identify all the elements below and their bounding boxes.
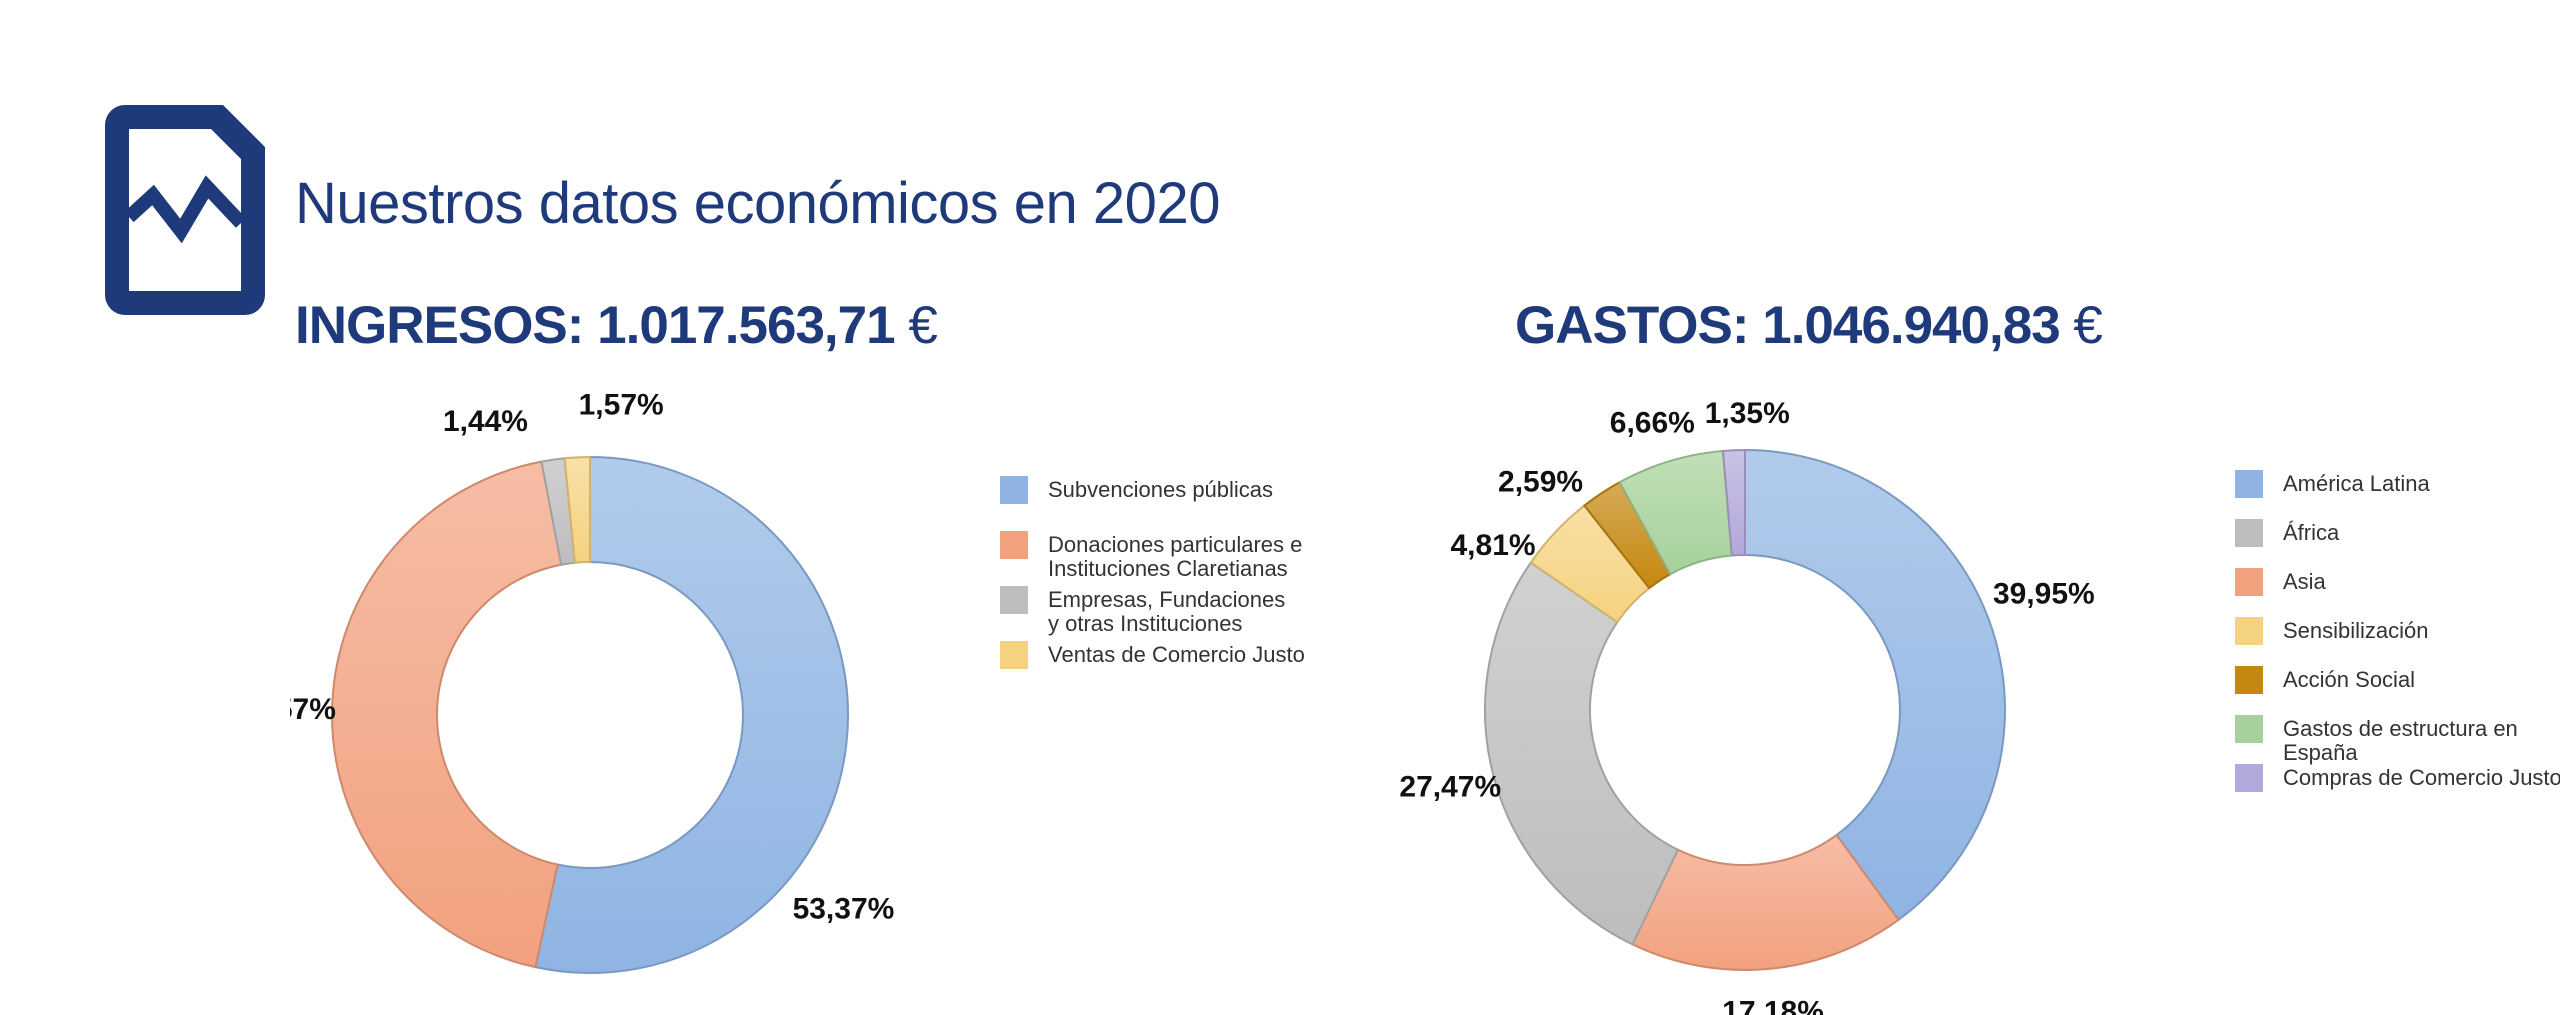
gastos-slice-america-latina [1744, 448, 2006, 922]
ingresos-legend-item: Subvenciones públicas [1000, 476, 1274, 504]
legend-swatch [2235, 715, 2263, 743]
legend-swatch [1000, 476, 1028, 504]
ingresos-label-empresas-fundaciones-y-otras-instituciones: 1,44% [443, 405, 528, 438]
legend-swatch [1000, 641, 1028, 669]
legend-label: Acción Social [2283, 667, 2416, 692]
legend-swatch [2235, 617, 2263, 645]
gastos-slice-africa [1484, 561, 1680, 946]
legend-label: Asia [2283, 569, 2326, 594]
gastos-label-africa: 27,47% [1399, 770, 1501, 803]
gastos-label-accion-social: 2,59% [1498, 466, 1583, 499]
legend-label: América Latina [2283, 471, 2430, 496]
gastos-legend-item: Gastos de estructura en España [2235, 715, 2518, 765]
ingresos-heading-label: INGRESOS: 1.017.563,71 [295, 296, 896, 355]
gastos-legend-item: Compras de Comercio Justo [2235, 764, 2560, 792]
legend-swatch [2235, 519, 2263, 547]
page-title: Nuestros datos económicos en 2020 [295, 171, 1220, 236]
gastos-legend-item: Sensibilización [2235, 617, 2429, 645]
legend-swatch [2235, 666, 2263, 694]
legend-swatch [1000, 531, 1028, 559]
legend-label: Empresas, Fundaciones y otras Institucio… [1048, 587, 1286, 636]
gastos-label-america-latina: 39,95% [1993, 577, 2095, 610]
gastos-label-gastos-de-estructura-en-espana: 6,66% [1610, 407, 1695, 440]
document-chart-icon [105, 105, 265, 315]
legend-label: Gastos de estructura en España [2283, 716, 2518, 765]
gastos-heading-label: GASTOS: 1.046.940,83 [1515, 296, 2061, 355]
gastos-legend-item: Acción Social [2235, 666, 2416, 694]
ingresos-slice-donaciones-particulares-e-instituciones-claretianas [331, 460, 563, 969]
ingresos-currency: € [908, 296, 938, 355]
ingresos-donut-chart: 53,37% 43,57% 1,44% 1,57% [290, 388, 895, 974]
ingresos-label-ventas-de-comercio-justo: 1,57% [579, 388, 664, 421]
ingresos-legend-item: Empresas, Fundaciones y otras Institucio… [1000, 586, 1286, 636]
ingresos-legend: Subvenciones públicas Donaciones particul… [1000, 476, 1330, 698]
gastos-legend-item: Asia [2235, 568, 2326, 596]
ingresos-label-subvenciones-publicas: 53,37% [793, 892, 895, 925]
gastos-label-compras-de-comercio-justo: 1,35% [1705, 397, 1790, 430]
gastos-legend: América Latina África Asia Sensibilización A… [2235, 470, 2560, 812]
gastos-donut-chart: 39,95% 17,18% 27,47% 4,81% 2,59% 6,66% 1,35% [1399, 397, 2095, 1015]
ingresos-heading: INGRESOS: 1.017.563,71 € [295, 295, 938, 356]
ingresos-slice-subvenciones-publicas [534, 455, 849, 974]
ingresos-slice-ventas-de-comercio-justo [563, 455, 591, 564]
gastos-currency: € [2073, 296, 2103, 355]
ingresos-legend-item: Ventas de Comercio Justo [1000, 641, 1305, 669]
gastos-label-sensibilizacion: 4,81% [1450, 529, 1535, 562]
legend-label: Ventas de Comercio Justo [1048, 642, 1305, 667]
legend-swatch [2235, 470, 2263, 498]
legend-label: Subvenciones públicas [1048, 477, 1274, 502]
legend-swatch [2235, 568, 2263, 596]
gastos-legend-item: América Latina [2235, 470, 2430, 498]
legend-swatch [2235, 764, 2263, 792]
legend-label: Donaciones particulares e Instituciones … [1048, 532, 1303, 581]
gastos-slice-compras-de-comercio-justo [1721, 448, 1746, 557]
gastos-heading: GASTOS: 1.046.940,83 € [1515, 295, 2103, 356]
gastos-label-asia: 17,18% [1722, 996, 1824, 1015]
gastos-legend-item: África [2235, 519, 2340, 547]
ingresos-label-donaciones-particulares-e-instituciones-claretianas: 43,57% [290, 693, 336, 726]
ingresos-legend-item: Donaciones particulares e Instituciones … [1000, 531, 1303, 581]
legend-swatch [1000, 586, 1028, 614]
legend-label: África [2283, 520, 2340, 545]
legend-label: Compras de Comercio Justo [2283, 765, 2560, 790]
legend-label: Sensibilización [2283, 618, 2429, 643]
